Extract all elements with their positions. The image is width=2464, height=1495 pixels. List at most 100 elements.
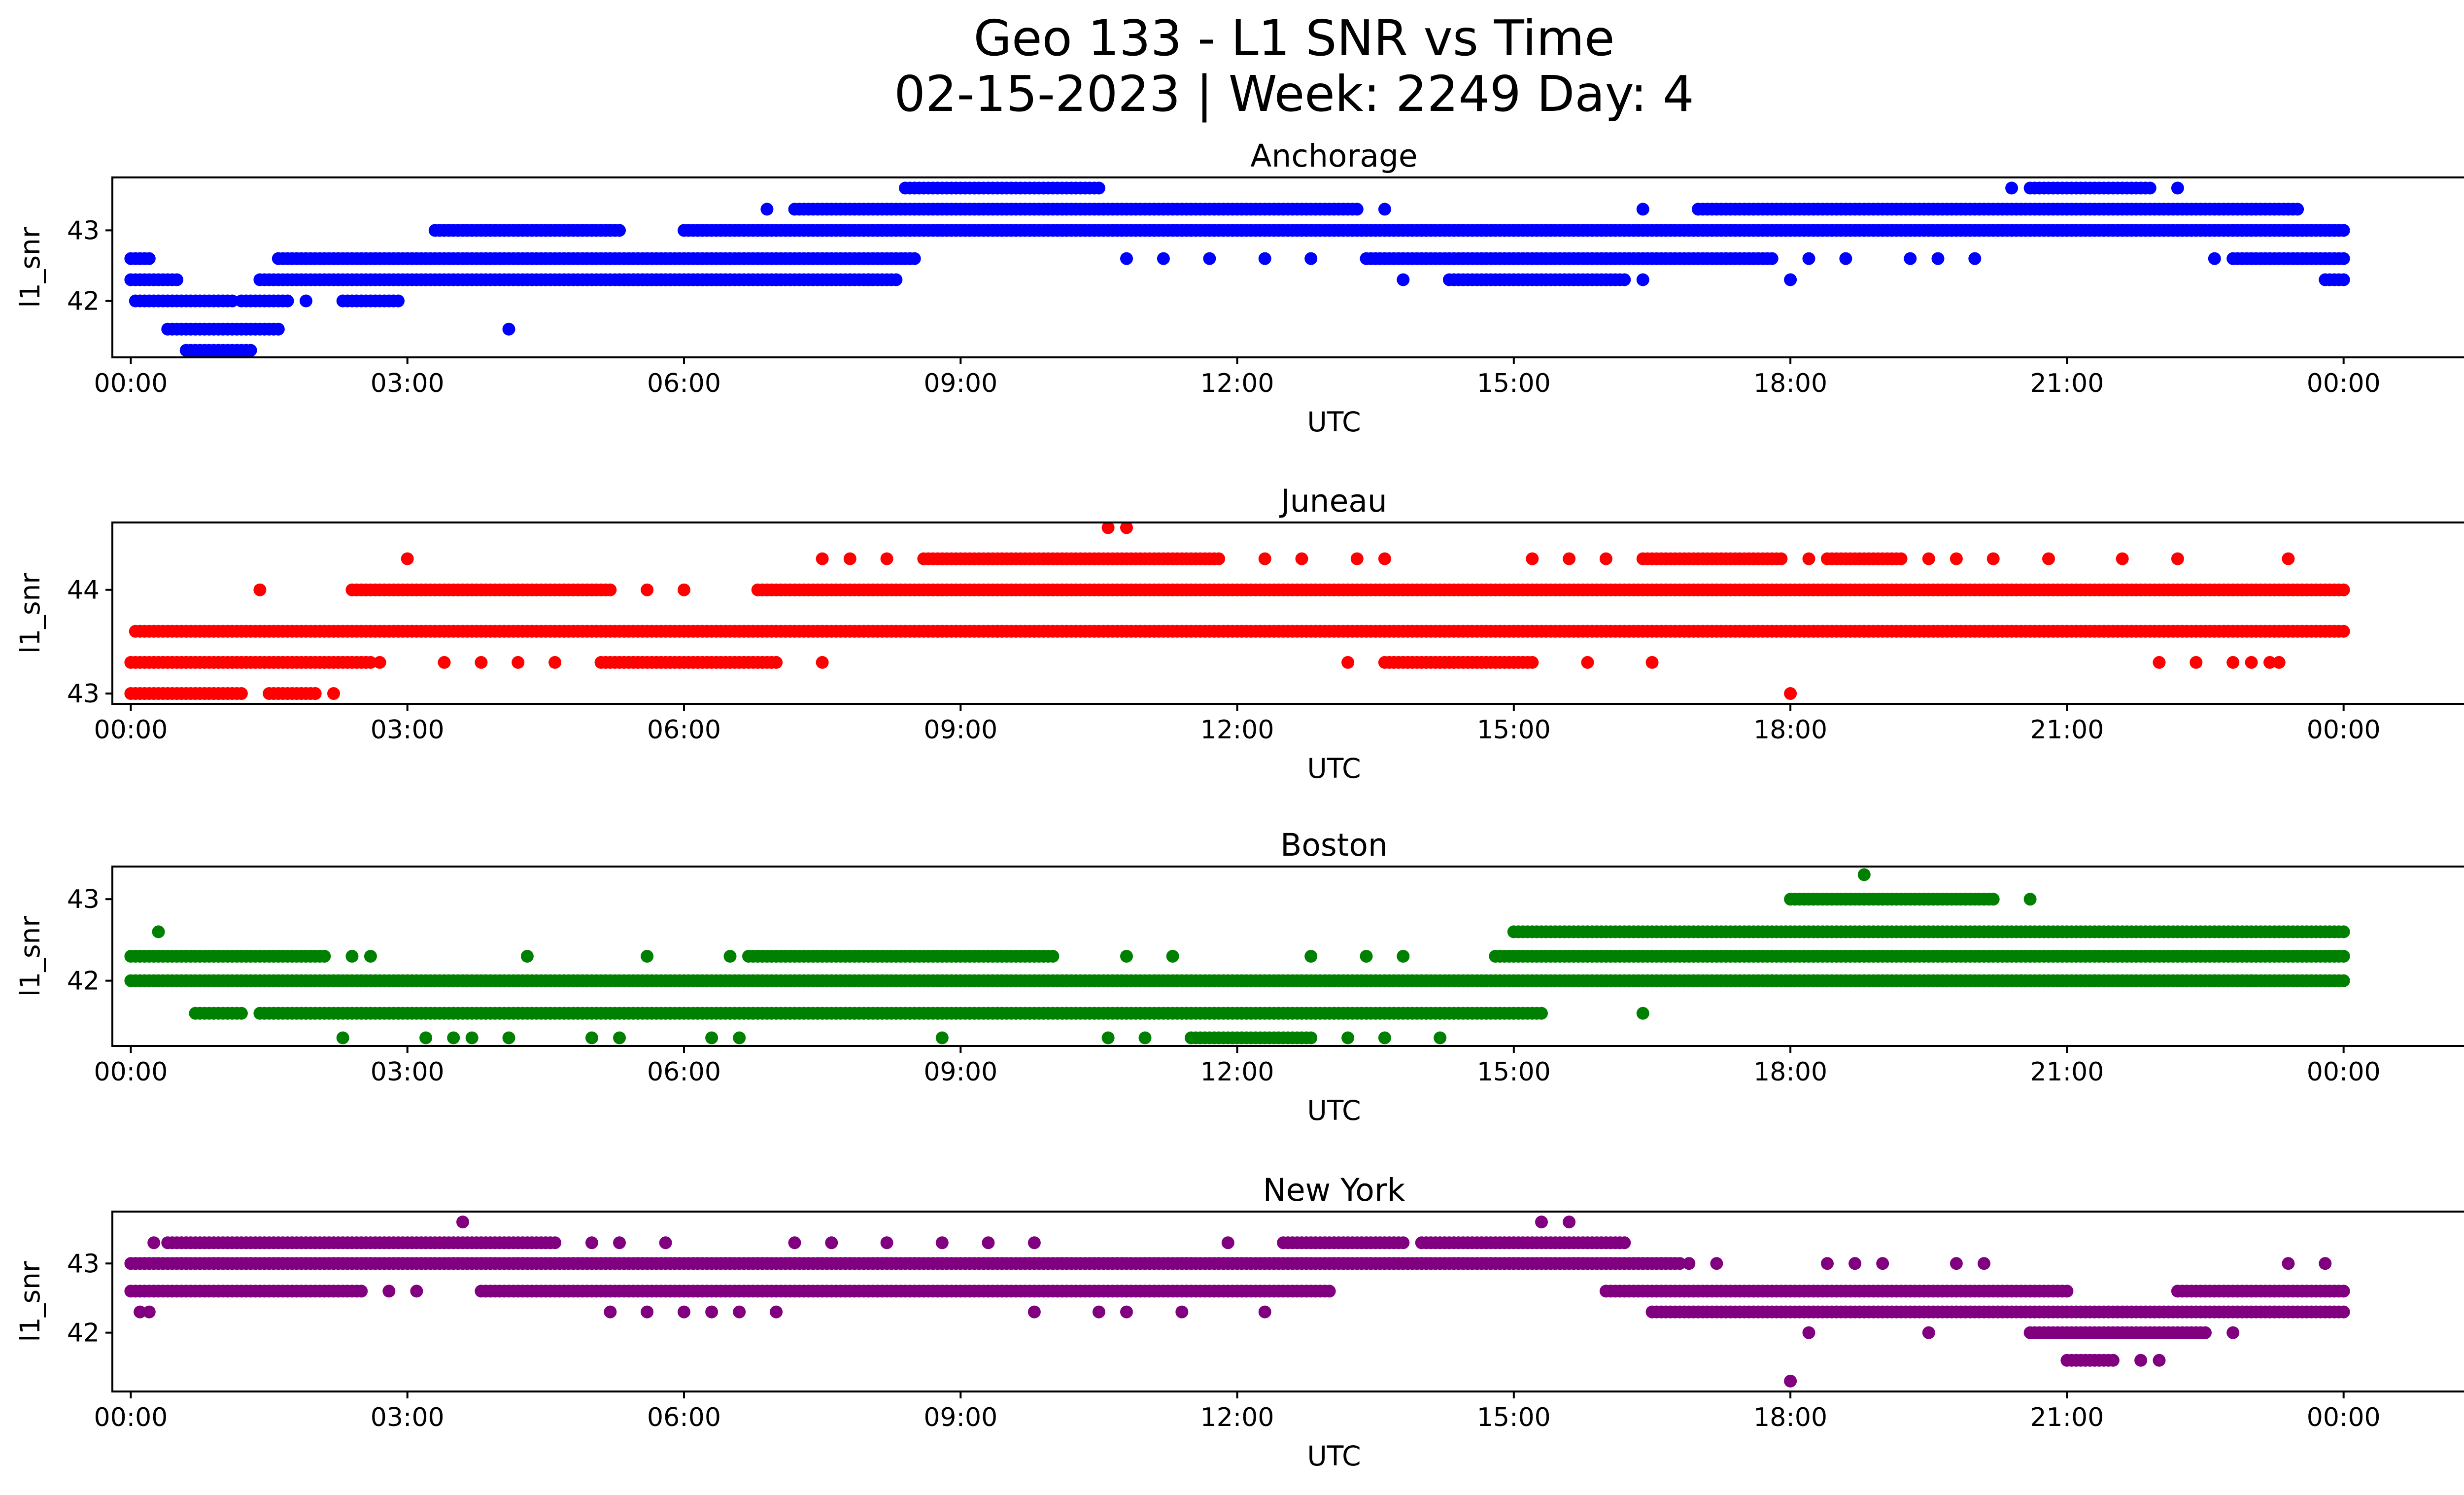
data-point [520,950,534,963]
data-point [1092,181,1105,195]
data-point [1950,552,1963,565]
x-tick-label: 09:00 [924,369,997,398]
data-point [2291,203,2304,216]
y-axis-label: l1_snr [14,916,46,997]
data-point [2337,224,2350,237]
x-tick-label: 00:00 [94,1057,168,1087]
data-point [1894,552,1908,565]
x-tick-label: 15:00 [1477,715,1551,745]
axes-frame [111,866,2464,1047]
data-point [1563,552,1576,565]
x-tick-label: 00:00 [2307,1057,2381,1087]
x-tick-label: 18:00 [1753,1057,1827,1087]
data-point [2106,1354,2120,1367]
y-tick-label: 44 [67,576,100,605]
x-tick-label: 12:00 [1200,1057,1274,1087]
data-point [613,224,626,237]
data-point [1378,1031,1391,1044]
data-point [641,583,654,596]
data-point [1138,1031,1152,1044]
data-point [733,1031,746,1044]
x-axis-label: UTC [1307,753,1361,784]
data-point [2116,552,2129,565]
x-axis-label: UTC [1307,406,1361,438]
data-point [1350,203,1364,216]
x-tick-label: 21:00 [2030,369,2104,398]
data-point [2337,974,2350,987]
data-point [465,1031,479,1044]
data-point [1212,552,1226,565]
x-tick-label: 03:00 [371,369,445,398]
data-point [1599,552,1612,565]
subplot-title: Juneau [1279,483,1387,519]
data-point [1378,552,1391,565]
x-tick-label: 12:00 [1200,369,1274,398]
data-point [1120,950,1133,963]
x-tick-label: 15:00 [1477,1057,1551,1087]
y-tick-label: 43 [67,679,100,709]
subplot-panels: Anchorage 00:00 03:00 06:00 09:00 12:00 15:00 1… [14,138,2464,1472]
x-tick-label: 09:00 [924,715,997,745]
x-tick-label: 00:00 [2307,715,2381,745]
data-point [705,1031,719,1044]
data-point [2005,181,2019,195]
data-points [124,868,2350,1044]
data-point [548,1236,562,1250]
data-point [355,1285,368,1298]
data-point [2060,1285,2074,1298]
data-point [2337,1305,2350,1319]
data-point [373,656,386,669]
data-point [1673,1257,1686,1270]
data-point [1636,203,1649,216]
data-point [2282,552,2295,565]
x-tick-label: 18:00 [1753,369,1827,398]
data-point [475,656,488,669]
data-point [613,1031,626,1044]
data-point [419,1031,433,1044]
data-point [890,273,903,286]
data-point [770,656,783,669]
data-point [2272,656,2286,669]
data-point [2014,974,2027,987]
x-tick-label: 18:00 [1753,715,1827,745]
data-point [327,687,340,700]
x-tick-label: 00:00 [94,715,168,745]
x-tick-label: 09:00 [924,1057,997,1087]
data-point [1802,252,1815,265]
data-point [1341,1031,1355,1044]
data-point [2208,974,2221,987]
data-point [244,344,257,357]
data-points [124,181,2350,357]
data-point [336,1031,349,1044]
data-point [1802,552,1815,565]
data-point [908,252,921,265]
data-point [392,294,405,308]
data-point [2042,552,2055,565]
data-point [2245,974,2258,987]
data-point [2337,950,2350,963]
data-point [1120,522,1133,534]
y-tick-label: 42 [67,286,100,316]
data-point [843,273,856,286]
data-point [1397,950,1410,963]
x-tick-label: 06:00 [647,369,721,398]
data-point [880,552,893,565]
data-point [1922,552,1935,565]
data-point [1120,252,1133,265]
subplot-title: Anchorage [1250,138,1417,174]
data-point [152,925,165,939]
data-point [770,273,783,286]
data-point [142,252,156,265]
data-point [2263,656,2276,669]
data-point [935,1031,949,1044]
data-point [1360,950,1373,963]
data-point [364,656,377,669]
data-point [447,1031,460,1044]
y-tick-label: 43 [67,216,100,245]
axes-frame [111,522,2464,705]
data-point [1839,252,1852,265]
